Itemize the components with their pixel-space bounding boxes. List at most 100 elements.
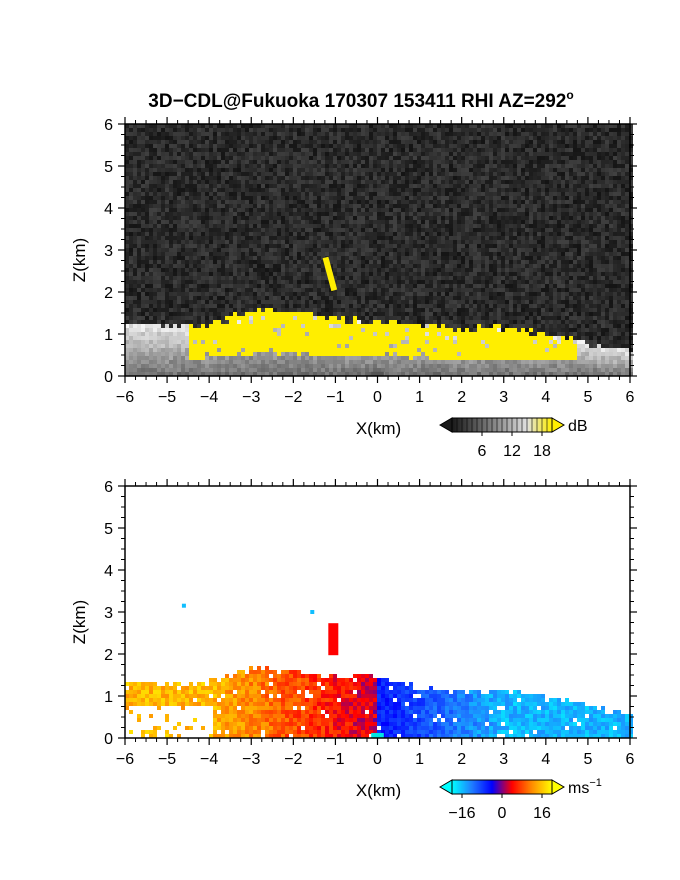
heatmap-cell — [521, 196, 525, 200]
heatmap-cell — [285, 248, 289, 252]
heatmap-cell — [433, 124, 437, 128]
heatmap-cell — [437, 248, 441, 252]
heatmap-cell — [257, 168, 261, 172]
heatmap-cell — [261, 248, 265, 252]
heatmap-cell — [485, 152, 489, 156]
heatmap-cell — [481, 164, 485, 168]
heatmap-cell — [449, 132, 453, 136]
heatmap-cell — [393, 204, 397, 208]
heatmap-cell — [457, 168, 461, 172]
heatmap-cell — [541, 224, 545, 228]
heatmap-cell — [325, 244, 329, 248]
heatmap-cell — [225, 204, 229, 208]
heatmap-cell — [617, 216, 621, 220]
heatmap-cell — [565, 196, 569, 200]
heatmap-cell — [545, 188, 549, 192]
heatmap-cell — [589, 272, 593, 276]
heatmap-cell — [561, 252, 565, 256]
heatmap-cell — [189, 164, 193, 168]
heatmap-cell — [141, 128, 145, 132]
heatmap-cell — [489, 132, 493, 136]
heatmap-cell — [497, 212, 501, 216]
heatmap-cell — [257, 224, 261, 228]
heatmap-cell — [273, 204, 277, 208]
heatmap-cell — [549, 268, 553, 272]
heatmap-cell — [625, 276, 629, 280]
heatmap-cell — [241, 256, 245, 260]
heatmap-cell — [385, 220, 389, 224]
heatmap-cell — [153, 132, 157, 136]
heatmap-cell — [569, 216, 573, 220]
heatmap-cell — [261, 260, 265, 264]
heatmap-cell — [253, 184, 257, 188]
heatmap-cell — [361, 176, 365, 180]
heatmap-cell — [373, 132, 377, 136]
heatmap-cell — [257, 188, 261, 192]
heatmap-cell — [261, 148, 265, 152]
heatmap-cell — [409, 248, 413, 252]
heatmap-cell — [217, 180, 221, 184]
heatmap-cell — [349, 244, 353, 248]
heatmap-cell — [181, 152, 185, 156]
heatmap-cell — [141, 276, 145, 280]
heatmap-cell — [185, 140, 189, 144]
heatmap-cell — [177, 196, 181, 200]
heatmap-cell — [309, 164, 313, 168]
heatmap-cell — [505, 168, 509, 172]
heatmap-cell — [625, 240, 629, 244]
heatmap-cell — [309, 128, 313, 132]
heatmap-cell — [301, 252, 305, 256]
heatmap-cell — [205, 228, 209, 232]
heatmap-cell — [433, 192, 437, 196]
heatmap-cell — [469, 192, 473, 196]
heatmap-cell — [425, 204, 429, 208]
heatmap-cell — [477, 192, 481, 196]
heatmap-cell — [625, 160, 629, 164]
heatmap-cell — [465, 152, 469, 156]
heatmap-cell — [181, 236, 185, 240]
heatmap-cell — [141, 200, 145, 204]
heatmap-cell — [497, 148, 501, 152]
heatmap-cell — [585, 124, 589, 128]
heatmap-cell — [581, 228, 585, 232]
heatmap-cell — [177, 236, 181, 240]
heatmap-cell — [429, 180, 433, 184]
heatmap-cell — [329, 172, 333, 176]
heatmap-cell — [261, 124, 265, 128]
heatmap-cell — [285, 168, 289, 172]
heatmap-cell — [417, 160, 421, 164]
heatmap-cell — [601, 200, 605, 204]
heatmap-cell — [349, 188, 353, 192]
heatmap-cell — [377, 232, 381, 236]
heatmap-cell — [337, 276, 341, 280]
heatmap-cell — [309, 136, 313, 140]
heatmap-cell — [149, 256, 153, 260]
heatmap-cell — [585, 272, 589, 276]
heatmap-cell — [549, 132, 553, 136]
heatmap-cell — [629, 188, 633, 192]
heatmap-cell — [573, 164, 577, 168]
heatmap-cell — [605, 144, 609, 148]
heatmap-cell — [133, 264, 137, 268]
heatmap-cell — [473, 124, 477, 128]
heatmap-cell — [197, 280, 201, 284]
heatmap-cell — [409, 164, 413, 168]
heatmap-cell — [265, 224, 269, 228]
heatmap-cell — [469, 232, 473, 236]
heatmap-cell — [581, 264, 585, 268]
heatmap-cell — [505, 268, 509, 272]
heatmap-cell — [145, 160, 149, 164]
heatmap-cell — [553, 132, 557, 136]
heatmap-cell — [617, 152, 621, 156]
heatmap-cell — [257, 228, 261, 232]
heatmap-cell — [213, 136, 217, 140]
heatmap-cell — [401, 124, 405, 128]
heatmap-cell — [525, 260, 529, 264]
heatmap-cell — [477, 268, 481, 272]
heatmap-cell — [533, 148, 537, 152]
heatmap-cell — [165, 168, 169, 172]
heatmap-cell — [213, 216, 217, 220]
heatmap-cell — [517, 188, 521, 192]
heatmap-cell — [373, 248, 377, 252]
heatmap-cell — [497, 256, 501, 260]
